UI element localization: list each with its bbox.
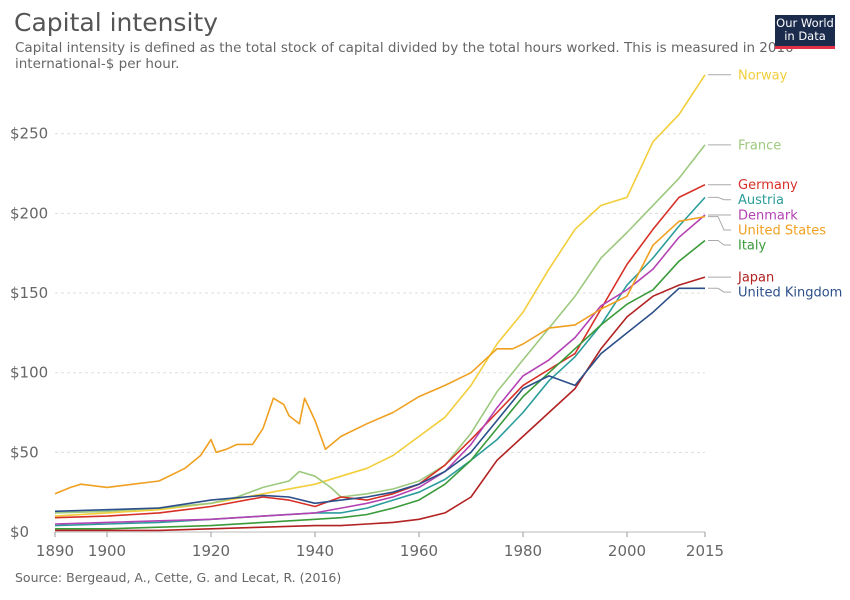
series-line-denmark[interactable] <box>54 214 706 525</box>
series-line-france[interactable] <box>54 144 706 514</box>
x-tick-label-2015: 2015 <box>686 542 724 560</box>
series-line-united-states[interactable] <box>54 215 706 495</box>
x-tick-label-1980: 1980 <box>504 542 542 560</box>
y-tick-label-250: $250 <box>10 125 48 143</box>
chart-title: Capital intensity <box>14 8 218 37</box>
x-tick-label-1890: 1890 <box>36 542 74 560</box>
series-line-united-kingdom[interactable] <box>54 287 705 513</box>
series-labels: NorwayFranceGermanyAustriaDenmarkUnited … <box>708 68 842 301</box>
series-label-norway[interactable]: Norway <box>738 68 788 83</box>
series-line-germany[interactable] <box>54 183 706 519</box>
source-note: Source: Bergeaud, A., Cette, G. and Leca… <box>15 570 342 585</box>
series-line-italy[interactable] <box>55 239 706 530</box>
series-label-united-states[interactable]: United States <box>738 224 826 239</box>
label-connector-united-states <box>708 216 731 231</box>
y-tick-label-0: $0 <box>10 523 29 541</box>
logo-line-2: in Data <box>784 29 826 43</box>
label-connector-united-kingdom <box>708 287 731 293</box>
series-label-italy[interactable]: Italy <box>738 239 767 254</box>
logo-line-1: Our World <box>776 16 834 30</box>
y-tick-label-100: $100 <box>10 364 48 382</box>
x-tick-label-1900: 1900 <box>88 542 126 560</box>
label-connector-italy <box>708 240 731 246</box>
owid-logo[interactable]: Our World in Data <box>775 15 835 49</box>
y-tick-label-200: $200 <box>10 204 48 222</box>
series-line-japan[interactable] <box>55 276 706 532</box>
x-tick-label-2000: 2000 <box>608 542 646 560</box>
chart-subtitle: Capital intensity is defined as the tota… <box>15 40 794 72</box>
y-tick-label-150: $150 <box>10 284 48 302</box>
series-label-denmark[interactable]: Denmark <box>738 209 798 224</box>
x-tick-label-1920: 1920 <box>192 542 230 560</box>
series-label-united-kingdom[interactable]: United Kingdom <box>738 286 842 301</box>
series-label-austria[interactable]: Austria <box>738 193 784 208</box>
series-line-norway[interactable] <box>54 74 706 517</box>
label-connector-austria <box>708 196 731 201</box>
x-tick-label-1960: 1960 <box>400 542 438 560</box>
series-label-germany[interactable]: Germany <box>738 178 798 193</box>
logo-accent-bar <box>775 46 835 49</box>
series-label-japan[interactable]: Japan <box>737 271 774 286</box>
x-axis: 1890 1900 1920 1940 1960 1980 2000 2015 <box>36 532 724 560</box>
series-label-france[interactable]: France <box>738 138 781 153</box>
x-tick-label-1940: 1940 <box>296 542 334 560</box>
series-lines <box>54 74 706 532</box>
y-axis: $0 $50 $100 $150 $200 $250 <box>10 125 48 541</box>
y-tick-label-50: $50 <box>10 443 39 461</box>
grid-lines <box>55 133 705 533</box>
series-line-austria[interactable] <box>54 196 706 527</box>
